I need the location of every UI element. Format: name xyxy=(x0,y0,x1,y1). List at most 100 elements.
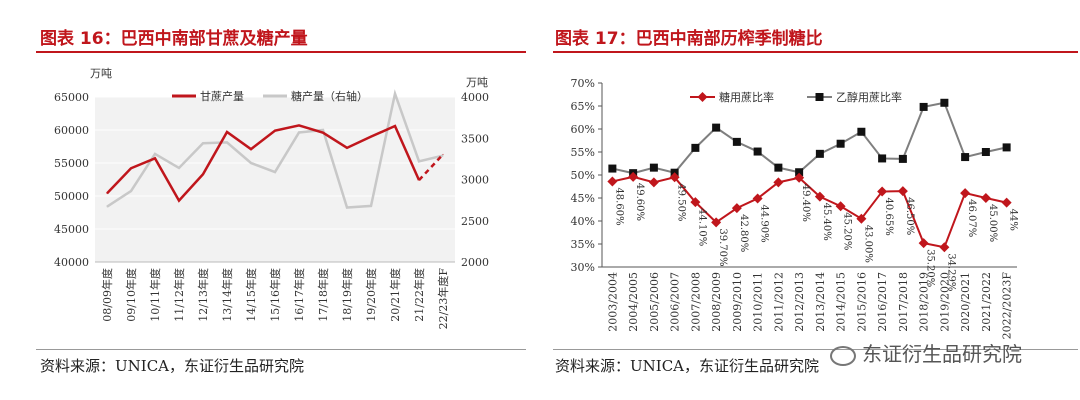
x-tick-label: 2011/2012 xyxy=(772,272,785,332)
point-sugar-ratio xyxy=(690,197,701,208)
data-label-sugar-ratio: 49.40% xyxy=(800,184,811,222)
point-sugar xyxy=(154,153,156,155)
data-label-sugar-ratio: 34.29% xyxy=(945,253,956,291)
point-sugar-ratio xyxy=(648,177,659,188)
left-chart-title: 图表 16：巴西中南部甘蔗及糖产量 xyxy=(40,29,308,49)
x-tick-label: 21/22年度 xyxy=(412,268,426,322)
x-tick-label: 2014/2015 xyxy=(835,272,848,332)
right-title-rule xyxy=(553,51,1078,53)
point-cane xyxy=(226,131,228,133)
right-chart: 30% 35% 40% 45% 50% 55% 60% 65% 70% 2003/2004 2004… xyxy=(571,77,1019,340)
legend-marker-sugar-ratio xyxy=(697,92,708,102)
point-sugar-ratio xyxy=(794,172,805,183)
x-tick-label: 18/19年度 xyxy=(340,268,354,322)
point-sugar-ratio xyxy=(607,176,618,187)
point-sugar xyxy=(250,162,252,164)
point-cane xyxy=(274,130,276,132)
data-label-sugar-ratio: 45.40% xyxy=(821,203,832,241)
point-sugar xyxy=(370,205,372,207)
right-panel: 图表 17：巴西中南部历榨季制糖比 30% 35% 40% 45% 50% 55% 60% 6… xyxy=(545,0,1080,400)
y-right-tick-label: 2500 xyxy=(461,215,489,228)
point-ethanol xyxy=(981,148,990,156)
y-tick-label: 30% xyxy=(571,261,595,274)
right-source-rule xyxy=(553,349,1078,350)
point-sugar xyxy=(322,129,324,131)
point-sugar-ratio xyxy=(628,171,639,182)
point-sugar xyxy=(106,206,108,208)
y-tick-label: 50% xyxy=(571,169,595,182)
x-tick-label: 2007/2008 xyxy=(689,272,702,332)
right-source-text: 资料来源：UNICA，东证衍生品研究院 xyxy=(555,357,820,375)
point-cane xyxy=(346,147,348,149)
y-tick-label: 35% xyxy=(571,238,595,251)
x-tick-label: 2004/2005 xyxy=(627,272,640,332)
point-ethanol xyxy=(774,163,783,172)
x-tick-label: 2010/2011 xyxy=(752,272,765,332)
x-tick-label: 2015/2016 xyxy=(855,272,868,332)
point-cane xyxy=(154,157,156,159)
point-ethanol xyxy=(732,137,741,146)
data-label-sugar-ratio: 48.60% xyxy=(613,187,624,225)
legend-label-sugar-ratio: 糖用蔗比率 xyxy=(719,90,774,104)
point-ethanol xyxy=(649,163,658,172)
point-sugar-ratio xyxy=(711,217,722,228)
x-tick-label: 08/09年度 xyxy=(100,268,114,322)
point-sugar xyxy=(202,142,204,144)
x-tick-label: 16/17年度 xyxy=(292,268,306,322)
data-label-sugar-ratio: 44% xyxy=(1008,209,1019,231)
point-cane xyxy=(298,124,300,126)
point-sugar-ratio xyxy=(669,172,680,183)
left-chart: 40000 45000 50000 55000 60000 65000 2000 2500 30… xyxy=(54,67,489,329)
point-sugar-ratio xyxy=(773,177,784,188)
y-left-tick-label: 40000 xyxy=(54,256,89,269)
left-panel: 图表 16：巴西中南部甘蔗及糖产量 40000 45000 50000 55000 60… xyxy=(36,29,526,375)
point-ethanol xyxy=(608,164,617,173)
point-sugar-ratio xyxy=(835,201,846,212)
data-label-sugar-ratio: 44.10% xyxy=(696,208,707,246)
point-ethanol xyxy=(878,154,887,163)
x-tick-label: 2018/2019 xyxy=(918,272,931,332)
point-sugar xyxy=(442,155,444,157)
point-sugar xyxy=(178,167,180,169)
y-right-tick-label: 2000 xyxy=(461,256,489,269)
data-label-sugar-ratio: 45.20% xyxy=(842,212,853,250)
legend-marker-ethanol xyxy=(815,93,824,101)
x-tick-label: 12/13年度 xyxy=(196,268,210,322)
point-sugar-ratio xyxy=(752,193,763,204)
y-left-tick-label: 55000 xyxy=(54,157,89,170)
point-ethanol xyxy=(919,102,928,111)
x-tick-label: 11/12年度 xyxy=(172,268,186,322)
data-label-sugar-ratio: 35.20% xyxy=(925,249,936,287)
point-sugar xyxy=(298,131,300,133)
x-tick-label: 2022/2023F xyxy=(1001,272,1014,340)
data-label-sugar-ratio: 46.50% xyxy=(904,197,915,235)
y-left-tick-label: 65000 xyxy=(54,91,89,104)
point-ethanol xyxy=(795,168,804,177)
plot-area xyxy=(95,97,455,262)
left-title-rule xyxy=(36,51,526,53)
x-tick-label: 2020/2021 xyxy=(959,272,972,332)
y-right-tick-label: 3000 xyxy=(461,174,489,187)
x-tick-label: 20/21年度 xyxy=(388,268,402,322)
y-left-unit: 万吨 xyxy=(90,67,112,80)
y-right-tick-label: 3500 xyxy=(461,132,489,145)
x-tick-label: 2005/2006 xyxy=(648,272,661,332)
y-left-tick-label: 45000 xyxy=(54,223,89,236)
point-sugar xyxy=(394,93,396,95)
left-source-text: 资料来源：UNICA，东证衍生品研究院 xyxy=(40,357,305,375)
x-tick-label: 2012/2013 xyxy=(793,272,806,332)
y-tick-label: 60% xyxy=(571,123,595,136)
point-cane xyxy=(370,136,372,138)
data-label-sugar-ratio: 45.00% xyxy=(987,204,998,242)
point-sugar-ratio xyxy=(918,238,929,249)
data-label-sugar-ratio: 46.07% xyxy=(966,199,977,237)
data-label-sugar-ratio: 49.60% xyxy=(634,183,645,221)
point-sugar-ratio xyxy=(1001,197,1012,208)
series-line-cane xyxy=(106,124,421,203)
point-sugar xyxy=(418,160,420,162)
data-label-sugar-ratio: 43.00% xyxy=(862,225,873,263)
point-ethanol xyxy=(753,147,762,156)
point-cane xyxy=(322,132,324,134)
series-line-ethanol xyxy=(612,101,1007,175)
x-tick-label: 19/20年度 xyxy=(364,268,378,322)
